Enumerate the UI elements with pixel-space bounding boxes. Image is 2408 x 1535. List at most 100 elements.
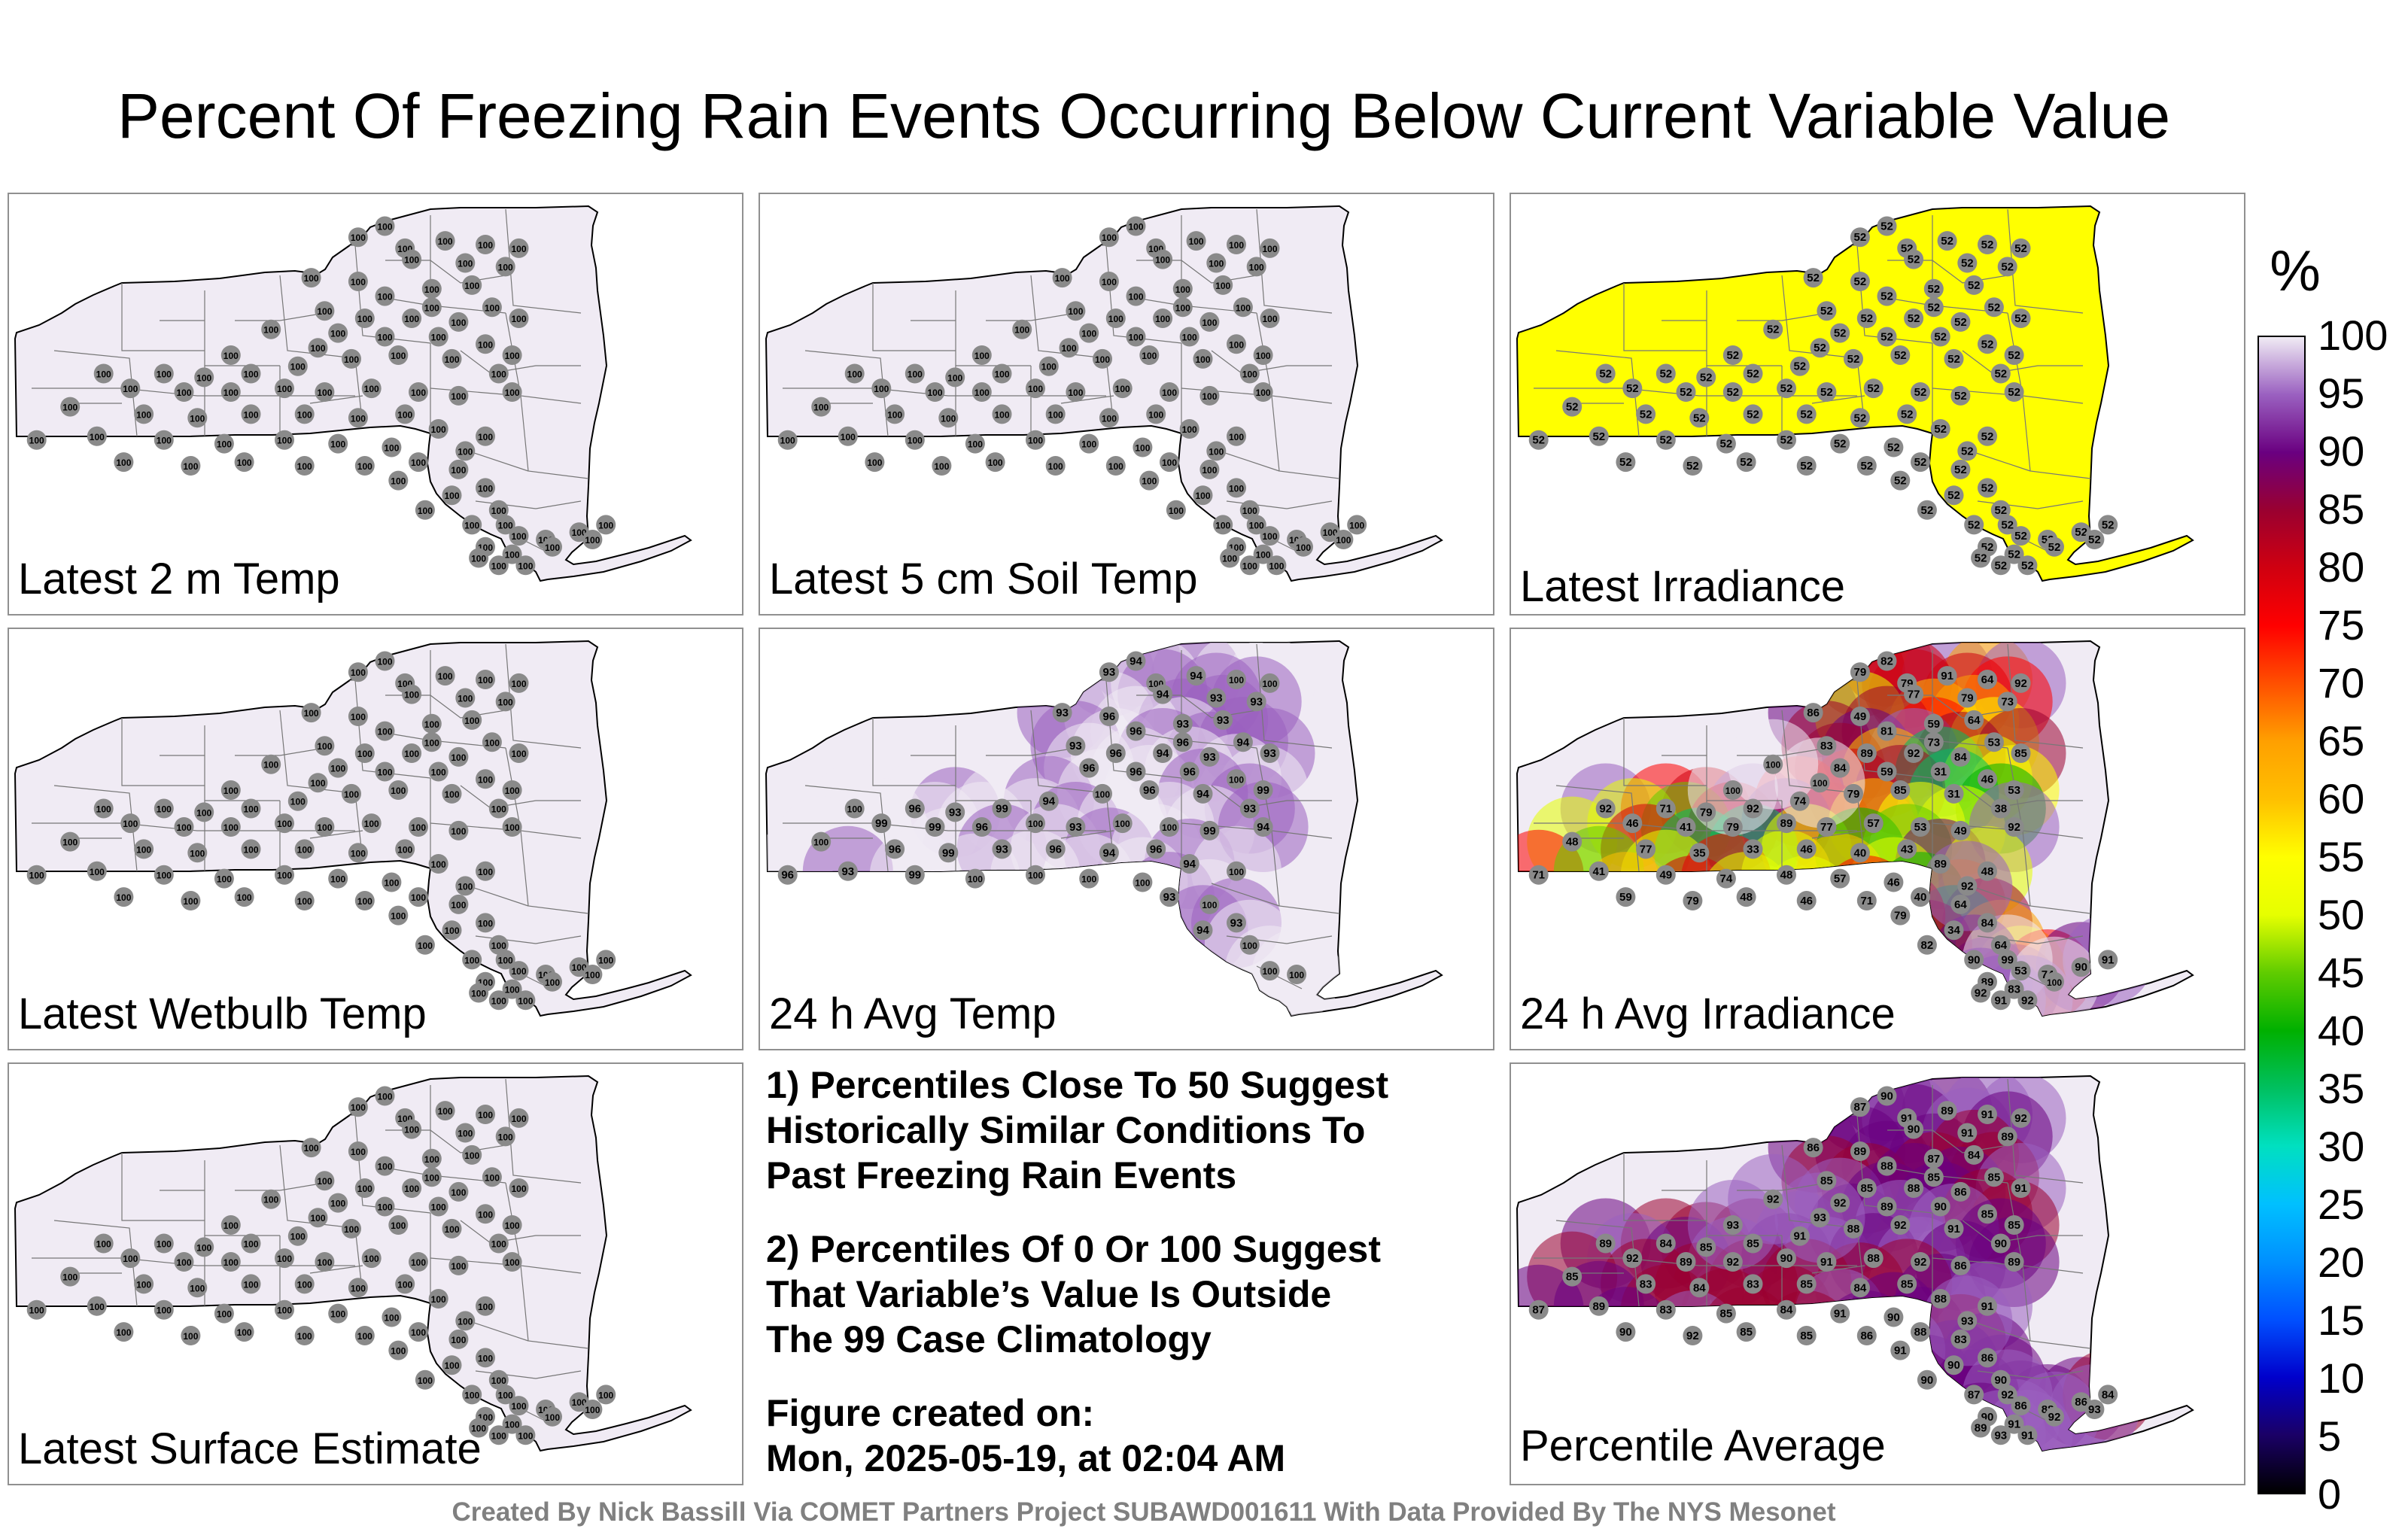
station-value: 100 <box>431 1202 446 1213</box>
station-value: 100 <box>491 995 506 1006</box>
station-marker <box>1239 363 1260 384</box>
station-marker <box>409 887 428 907</box>
station-value: 100 <box>451 1187 466 1198</box>
station-value: 100 <box>277 1254 292 1264</box>
station-value: 93 <box>1230 916 1243 929</box>
panel-latest-wetbulb-temp: 100 100 100 100 100 100 100 100 100 100 100 100 100 1… <box>8 628 743 1050</box>
station-value: 90 <box>1780 1252 1793 1265</box>
station-value: 100 <box>116 892 131 903</box>
station-value: 100 <box>1812 778 1827 789</box>
station-value: 100 <box>1209 259 1224 269</box>
station-marker <box>1911 887 1930 907</box>
station-marker <box>2011 309 2031 328</box>
station-value: 64 <box>1981 673 1994 686</box>
station-marker <box>194 367 214 388</box>
colorbar-tick-label: 10 <box>2318 1354 2365 1402</box>
station-value: 92 <box>1599 803 1612 816</box>
station-marker <box>1112 378 1133 399</box>
station-marker <box>1227 478 1246 498</box>
station-marker <box>1911 1322 1930 1342</box>
station-value: 52 <box>1800 460 1813 473</box>
station-marker <box>502 1215 522 1235</box>
colorbar-gradient <box>2258 336 2306 1494</box>
station-value: 52 <box>1994 559 2007 572</box>
station-value: 100 <box>444 926 459 936</box>
station-value: 85 <box>1700 1241 1713 1254</box>
station-value: 57 <box>1834 873 1847 886</box>
station-marker <box>1636 839 1656 859</box>
station-marker <box>1844 783 1863 804</box>
station-marker <box>1562 397 1583 417</box>
station-marker <box>1817 736 1837 756</box>
station-value: 100 <box>157 871 172 881</box>
station-marker <box>287 1226 308 1246</box>
station-marker <box>348 1141 368 1161</box>
station-value: 100 <box>411 822 426 833</box>
station-marker <box>1595 363 1616 384</box>
station-value: 79 <box>1686 895 1699 907</box>
station-marker <box>495 692 515 712</box>
station-marker <box>965 868 985 889</box>
station-value: 100 <box>505 351 520 361</box>
station-marker <box>1964 275 1984 295</box>
station-marker <box>992 839 1012 859</box>
station-marker <box>1139 780 1160 800</box>
station-value: 100 <box>478 339 493 350</box>
station-marker <box>234 1322 254 1342</box>
station-value: 100 <box>277 436 292 446</box>
colorbar-tick-label: 60 <box>2318 775 2365 822</box>
station-value: 100 <box>136 844 151 855</box>
station-value: 85 <box>1981 1208 1994 1220</box>
colorbar-tick-label: 25 <box>2318 1181 2365 1228</box>
station-marker <box>2011 1396 2031 1416</box>
station-value: 100 <box>491 561 506 571</box>
note-line: 1) Percentiles Close To 50 Suggest <box>766 1064 1389 1106</box>
station-marker <box>448 459 469 479</box>
station-marker <box>2011 238 2031 258</box>
county-line <box>1737 747 1828 756</box>
station-marker <box>582 965 603 984</box>
station-value: 93 <box>1814 1211 1826 1224</box>
station-marker <box>811 831 832 852</box>
station-value: 100 <box>908 369 923 380</box>
station-value: 90 <box>2075 961 2087 974</box>
station-marker <box>181 891 201 910</box>
station-value: 100 <box>451 1261 466 1272</box>
county-line <box>1256 208 1333 314</box>
station-marker <box>1227 235 1246 254</box>
station-marker <box>476 1204 495 1224</box>
county-line <box>460 350 581 374</box>
station-value: 93 <box>1176 718 1189 731</box>
station-value: 52 <box>1726 386 1739 399</box>
station-value: 100 <box>1028 436 1043 446</box>
station-marker <box>543 536 562 557</box>
county-line <box>53 1220 138 1307</box>
station-marker <box>1287 965 1307 984</box>
station-value: 86 <box>2014 1400 2027 1412</box>
station-value: 100 <box>243 1279 258 1290</box>
station-marker <box>992 404 1012 424</box>
station-value: 100 <box>572 962 587 973</box>
station-marker <box>1850 662 1870 682</box>
county-line <box>986 312 1077 321</box>
station-marker <box>328 1193 348 1213</box>
station-value: 100 <box>1242 561 1257 571</box>
station-marker <box>2098 950 2118 970</box>
station-value: 85 <box>2008 1219 2020 1232</box>
station-marker <box>354 1326 375 1345</box>
station-marker <box>348 662 368 682</box>
station-value: 52 <box>1994 368 2007 381</box>
station-value: 100 <box>290 797 306 807</box>
station-value: 99 <box>1257 784 1269 797</box>
station-marker <box>1333 530 1354 549</box>
station-value: 100 <box>90 867 105 877</box>
station-marker <box>509 238 529 258</box>
station-marker <box>220 780 241 800</box>
station-value: 100 <box>243 369 258 380</box>
station-marker <box>502 1252 522 1272</box>
station-value: 100 <box>317 741 332 752</box>
station-marker <box>154 1299 174 1320</box>
station-value: 31 <box>1934 766 1947 779</box>
station-value: 93 <box>1103 666 1116 679</box>
